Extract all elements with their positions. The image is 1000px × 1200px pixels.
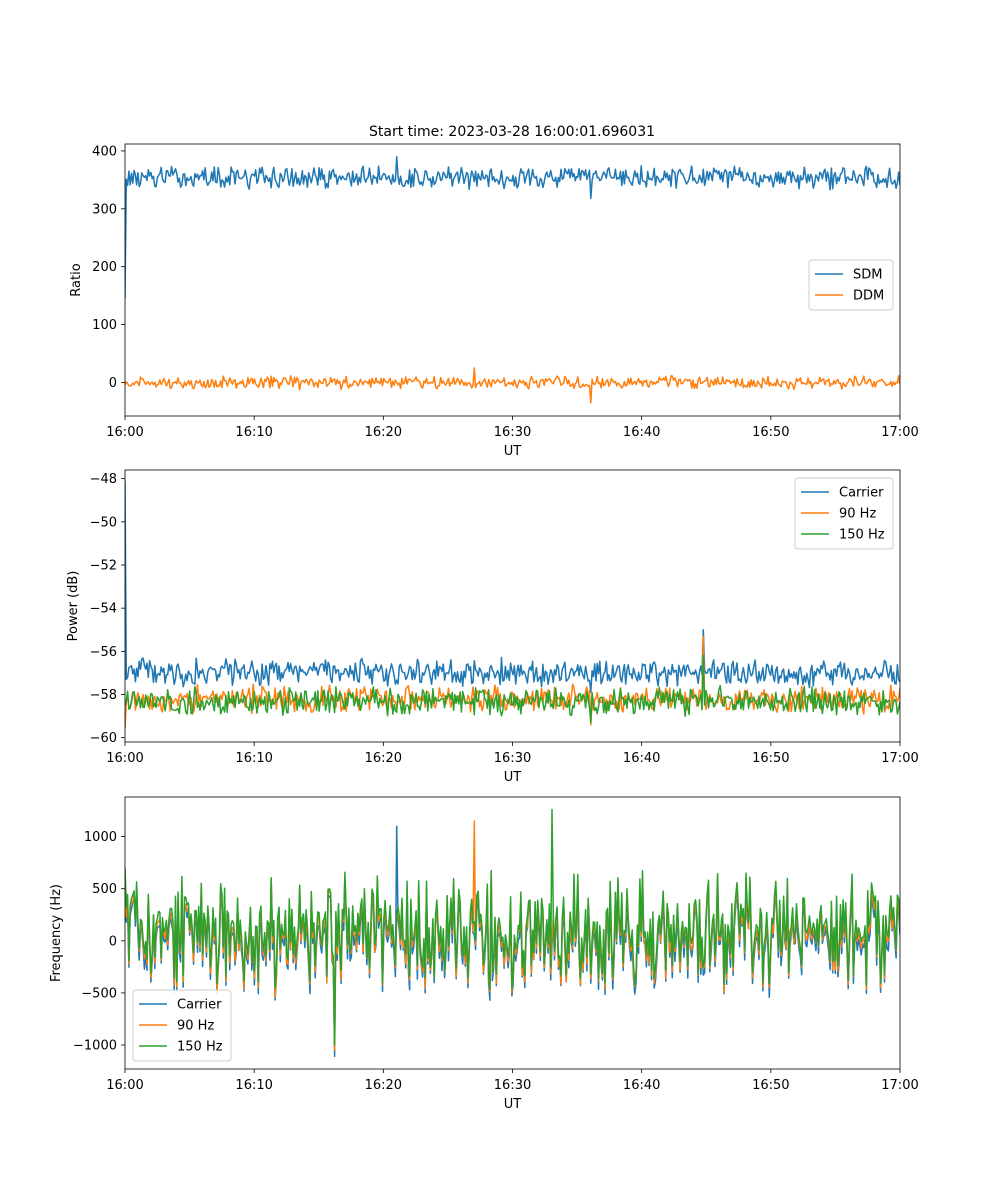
x-tick-label: 16:10: [235, 751, 272, 766]
x-tick-label: 16:00: [106, 1078, 143, 1093]
y-tick-label: 400: [92, 144, 117, 159]
series-group: [125, 808, 900, 1058]
x-axis-label: UT: [504, 1097, 522, 1112]
legend: Carrier 90 Hz 150 Hz: [794, 477, 894, 550]
x-tick-label: 16:50: [752, 1078, 789, 1093]
series-group: [125, 155, 900, 404]
legend-label: SDM: [853, 268, 882, 283]
y-tick-label: −50: [90, 515, 117, 530]
x-tick-label: 16:50: [752, 425, 789, 440]
y-tick-label: −52: [90, 558, 117, 573]
x-tick-label: 16:40: [623, 1078, 660, 1093]
power-panel: 16:00 16:10 16:20 16:30 16:40 16:50 17:00 −60 −5…: [66, 469, 919, 785]
y-tick-label: −48: [90, 472, 117, 487]
x-tick-label: 16:00: [106, 425, 143, 440]
legend-label: Carrier: [177, 998, 222, 1013]
ratio-panel: 16:00 16:10 16:20 16:30 16:40 16:50 17:00 0 100 2…: [69, 143, 919, 459]
y-tick-label: −500: [81, 986, 117, 1001]
legend-label: DDM: [853, 289, 884, 304]
series-line-ddm: [125, 367, 900, 404]
legend-label: 150 Hz: [177, 1040, 223, 1055]
legend-label: 150 Hz: [839, 528, 885, 543]
series-line-150-hz: [125, 654, 900, 724]
series-line-90-hz: [125, 635, 900, 730]
y-tick-label: −1000: [73, 1039, 117, 1054]
y-tick-label: 0: [109, 934, 117, 949]
y-tick-label: 500: [92, 882, 117, 897]
x-tick-label: 17:00: [881, 425, 918, 440]
legend-label: 90 Hz: [177, 1019, 214, 1034]
legend-box: [132, 989, 232, 1062]
x-tick-label: 16:40: [623, 425, 660, 440]
x-tick-label: 16:30: [494, 1078, 531, 1093]
x-tick-label: 16:20: [365, 751, 402, 766]
figure-title: Start time: 2023-03-28 16:00:01.696031: [369, 124, 655, 140]
y-axis-label: Ratio: [69, 263, 84, 296]
y-tick-label: 200: [92, 260, 117, 275]
x-axis-label: UT: [504, 770, 522, 785]
x-tick-label: 17:00: [881, 1078, 918, 1093]
y-axis-label: Frequency (Hz): [49, 884, 64, 982]
y-tick-label: −60: [90, 731, 117, 746]
y-tick-label: −58: [90, 688, 117, 703]
y-tick-label: 0: [109, 376, 117, 391]
legend-box: [794, 477, 894, 550]
y-tick-label: 300: [92, 202, 117, 217]
plot-frame: [124, 143, 901, 417]
legend-box: [808, 259, 894, 311]
y-tick-label: 1000: [84, 830, 117, 845]
series-group: [125, 480, 900, 730]
x-axis-label: UT: [504, 444, 522, 459]
x-tick-label: 16:10: [235, 1078, 272, 1093]
legend-label: Carrier: [839, 486, 884, 501]
x-tick-label: 16:50: [752, 751, 789, 766]
x-tick-label: 16:30: [494, 751, 531, 766]
series-line-carrier: [125, 480, 900, 694]
legend: SDM DDM: [808, 259, 894, 311]
x-tick-label: 16:20: [365, 1078, 402, 1093]
x-tick-label: 16:00: [106, 751, 143, 766]
x-tick-label: 17:00: [881, 751, 918, 766]
y-tick-label: −54: [90, 602, 117, 617]
series-line-sdm: [125, 155, 900, 299]
y-axis-label: Power (dB): [66, 571, 81, 642]
x-tick-label: 16:20: [365, 425, 402, 440]
x-tick-label: 16:30: [494, 425, 531, 440]
series-line-150-hz: [125, 808, 900, 1046]
frequency-panel: 16:00 16:10 16:20 16:30 16:40 16:50 17:00 −1000…: [49, 796, 919, 1112]
x-tick-label: 16:10: [235, 425, 272, 440]
legend-label: 90 Hz: [839, 507, 876, 522]
y-tick-label: 100: [92, 318, 117, 333]
y-tick-label: −56: [90, 645, 117, 660]
x-tick-label: 16:40: [623, 751, 660, 766]
legend: Carrier 90 Hz 150 Hz: [132, 989, 232, 1062]
